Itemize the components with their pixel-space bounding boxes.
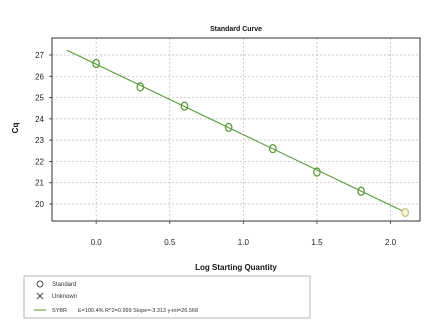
y-tick-label: 26 bbox=[35, 72, 44, 81]
legend-box bbox=[23, 275, 311, 319]
y-tick-label: 23 bbox=[35, 136, 44, 145]
standard-data-point bbox=[401, 207, 410, 218]
legend-fit-equation: E=100.4% R^2=0.999 Slope=-3.313 y-int=26… bbox=[78, 308, 198, 314]
standard-data-point bbox=[136, 82, 145, 92]
fit-line-layer bbox=[66, 49, 406, 213]
x-tick-label: 1.5 bbox=[311, 238, 323, 247]
standard-data-point bbox=[92, 58, 101, 69]
x-tick-label: 2.0 bbox=[385, 238, 397, 247]
standard-data-point bbox=[313, 167, 321, 177]
x-axis-label: Log Starting Quantity bbox=[195, 263, 277, 272]
grid-lines bbox=[52, 38, 420, 221]
x-tick-label: 1.0 bbox=[238, 238, 250, 247]
legend-unknown-x-icon bbox=[36, 292, 44, 300]
legend-standard-circle-icon bbox=[36, 280, 44, 288]
y-tick-label: 22 bbox=[35, 157, 44, 166]
y-tick-label: 20 bbox=[35, 200, 44, 209]
y-ticks: 20 21 22 23 24 25 26 27 bbox=[35, 51, 52, 209]
legend-fit-label: SYBR bbox=[52, 308, 67, 314]
x-tick-label: 0.5 bbox=[164, 238, 176, 247]
plot-frame bbox=[51, 37, 421, 222]
legend-unknown-label: Unknown bbox=[52, 294, 77, 300]
standard-data-point bbox=[224, 122, 233, 133]
x-ticks: 0.0 0.5 1.0 1.5 2.0 bbox=[91, 221, 397, 247]
y-tick-label: 25 bbox=[35, 94, 44, 103]
x-tick-label: 0.0 bbox=[91, 238, 103, 247]
legend: Standard Unknown SYBR E=100.4% R^2=0.999… bbox=[23, 275, 311, 319]
chart-title: Standard Curve bbox=[210, 26, 262, 33]
y-tick-label: 24 bbox=[35, 115, 44, 124]
y-axis-label: Cq bbox=[11, 123, 20, 134]
data-points bbox=[92, 58, 410, 218]
legend-standard-label: Standard bbox=[52, 282, 76, 288]
standard-data-point bbox=[268, 144, 277, 154]
fit-line bbox=[66, 49, 406, 213]
plot-area bbox=[52, 38, 420, 221]
y-tick-label: 21 bbox=[35, 179, 44, 188]
standard-data-point bbox=[357, 186, 365, 196]
standard-data-point bbox=[180, 101, 189, 111]
y-tick-label: 27 bbox=[35, 51, 44, 60]
